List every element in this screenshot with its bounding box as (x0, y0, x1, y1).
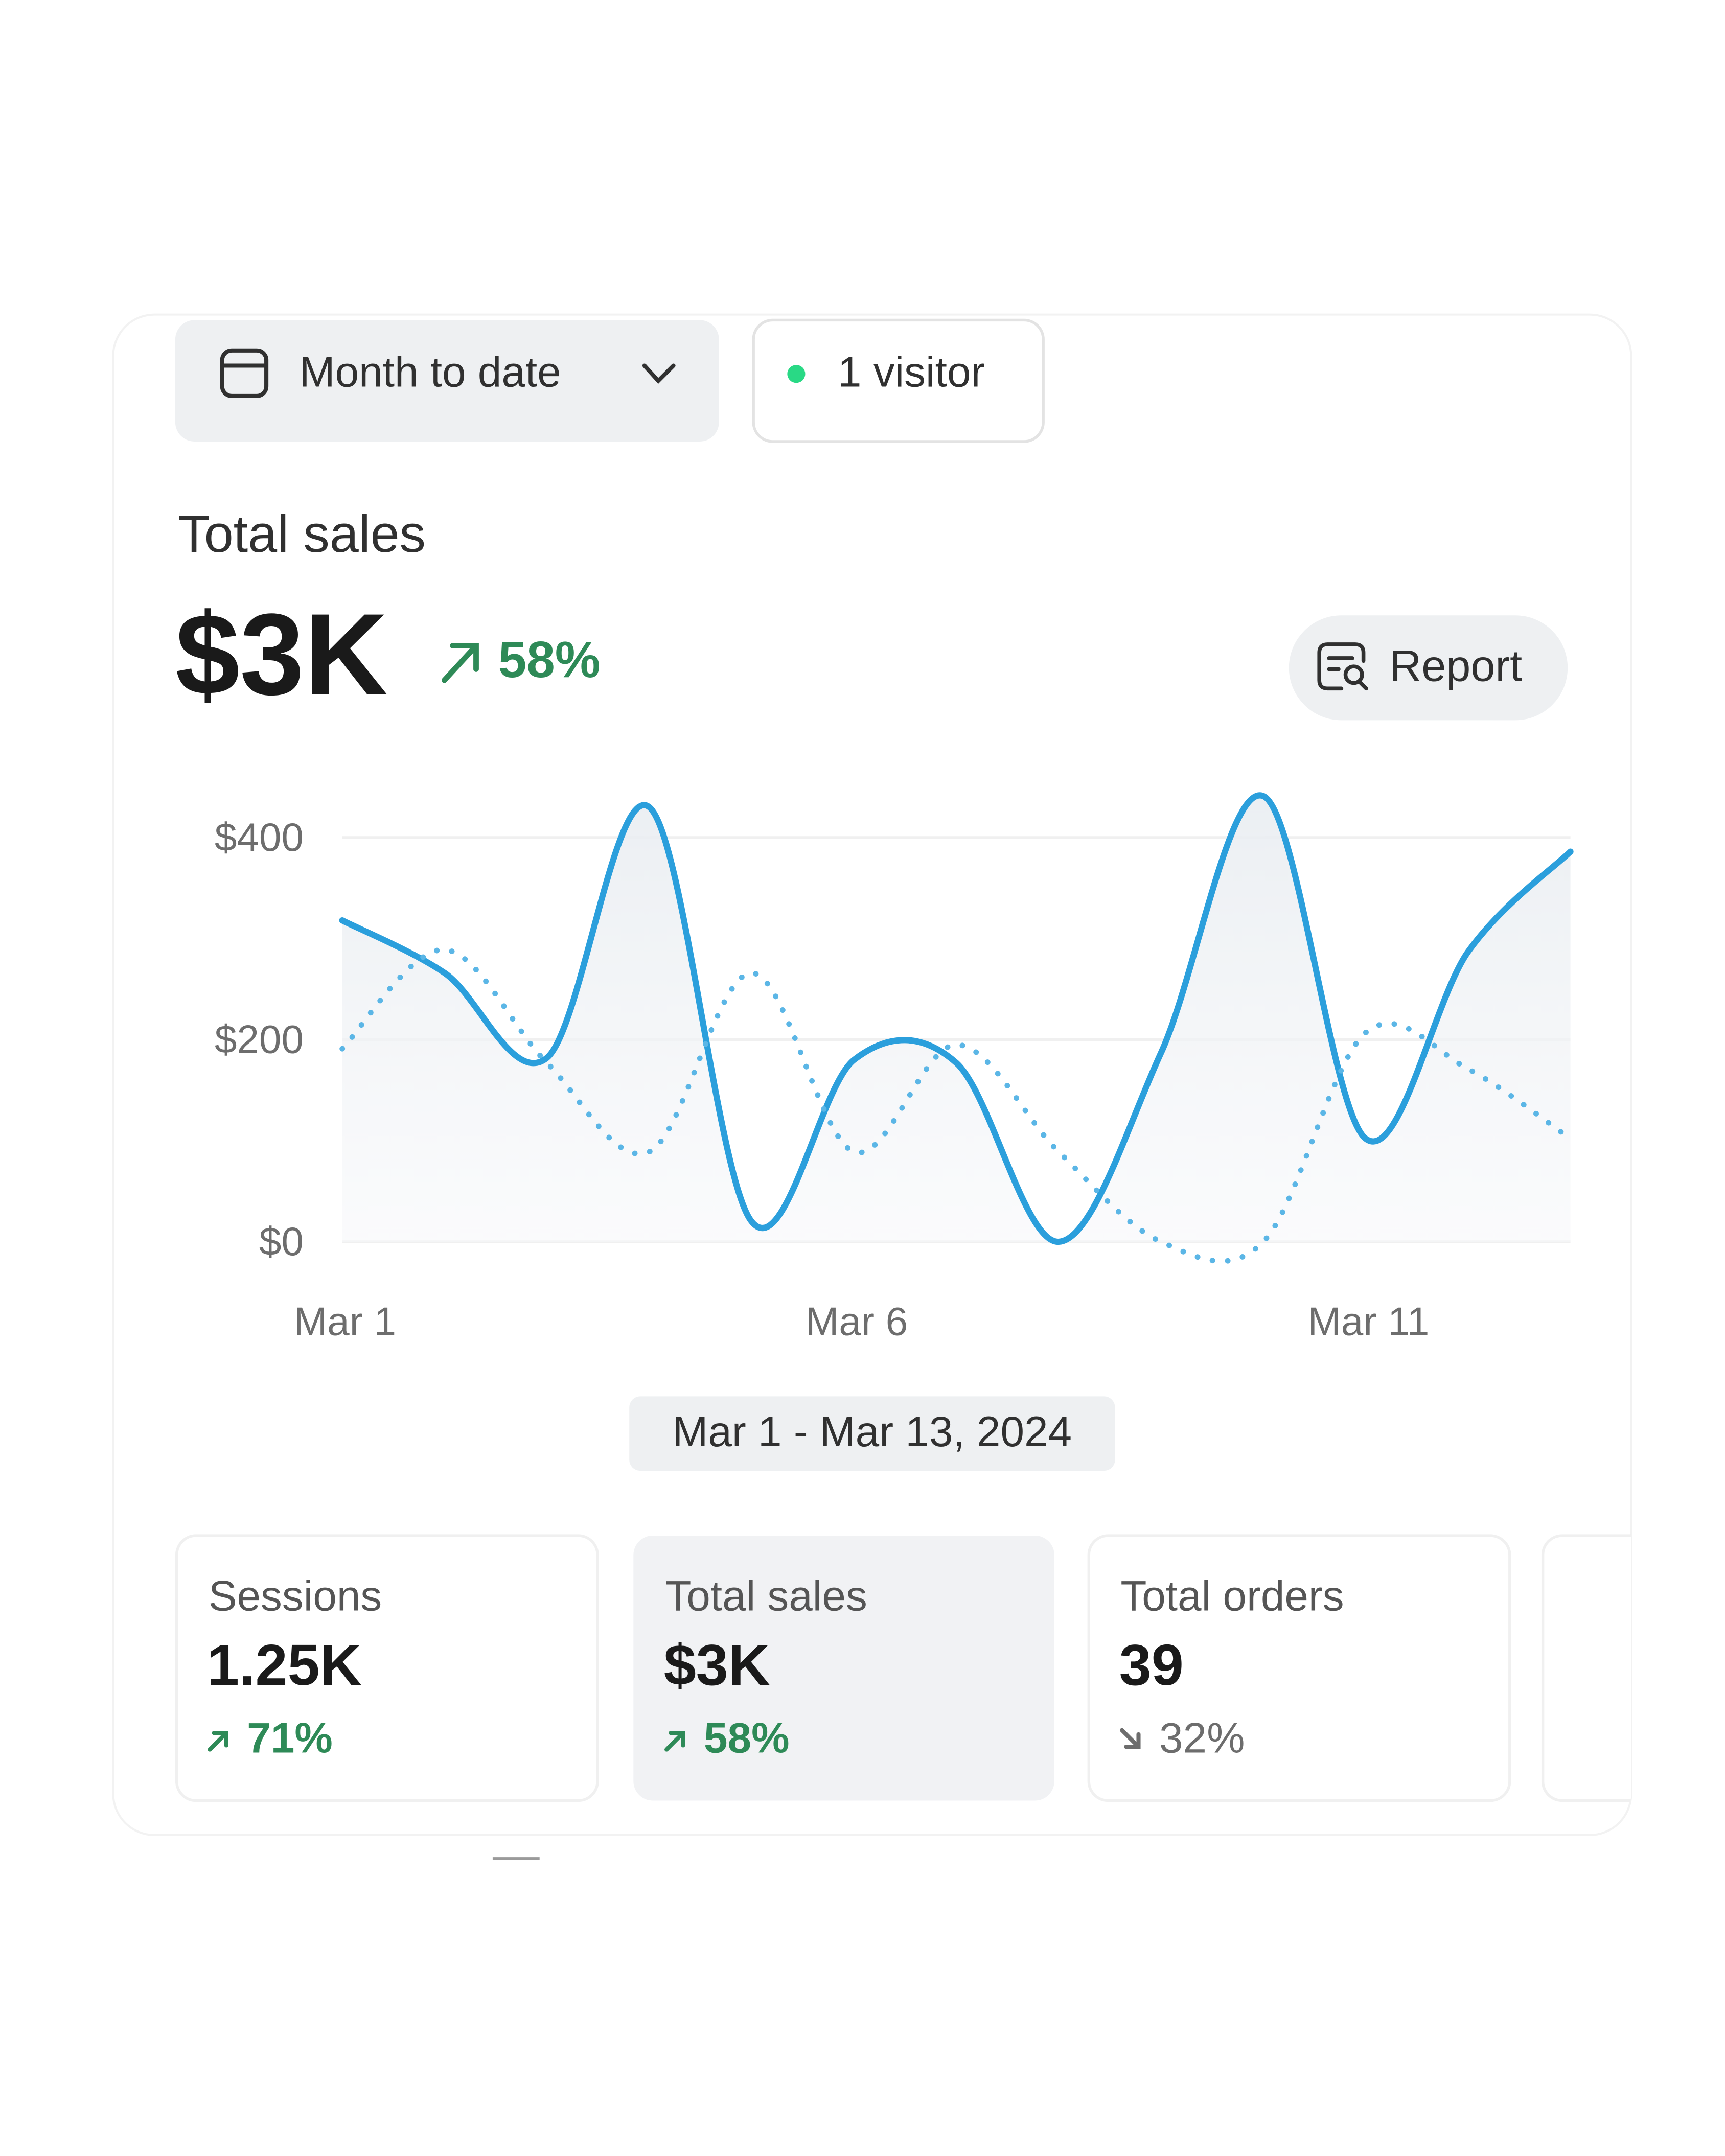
y-tick-label: $400 (215, 815, 304, 860)
date-label: Mar 1 - Mar 13, 2024 (673, 1407, 1072, 1455)
visitor-button[interactable]: 1 visitor (752, 318, 1045, 443)
summary-change: 58% (498, 632, 601, 688)
x-tick-label: Mar 6 (806, 1299, 908, 1344)
card-value: 1.25K (207, 1633, 362, 1698)
visitor-label: 1 visitor (838, 348, 985, 396)
down-arrow (1120, 1728, 1141, 1749)
card-title: Total sales (665, 1571, 867, 1619)
calendar-icon (220, 348, 269, 398)
card-title: Sessions (209, 1571, 382, 1619)
area (342, 795, 1571, 1242)
card-change: 71% (247, 1713, 333, 1761)
live-dot (787, 365, 806, 383)
up-arrow (208, 1731, 228, 1752)
card-bg (633, 1536, 1054, 1801)
card-bg (1087, 1534, 1511, 1802)
sales-line (339, 792, 1574, 1245)
chevron (642, 363, 676, 384)
comparison-line (339, 947, 1573, 1264)
card-bg (175, 1534, 599, 1802)
up-arrow (664, 1731, 685, 1752)
metric-card[interactable]: Total sales $3K 58% (633, 1536, 1054, 1801)
card-change: 32% (1159, 1713, 1245, 1761)
sales-chart: $0 $200 $400 Mar 1 Mar 6 Mar 11 (215, 792, 1574, 1344)
visitor-bg (752, 318, 1045, 443)
metric-card[interactable]: Total orders 39 32% (1087, 1534, 1511, 1802)
card-value: 39 (1119, 1633, 1184, 1698)
y-tick-label: $0 (259, 1219, 304, 1264)
summary-title: Total sales (178, 504, 426, 563)
card-change: 58% (704, 1713, 790, 1761)
dropdown-bg (175, 320, 719, 442)
report-label: Report (1390, 641, 1522, 690)
report-bg (1289, 615, 1568, 721)
up-arrow (442, 643, 479, 683)
summary-value: $3K (175, 590, 388, 720)
date-dropdown[interactable]: Month to date (175, 320, 719, 442)
card-title: Total orders (1120, 1571, 1344, 1619)
x-tick-label: Mar 11 (1308, 1299, 1430, 1344)
date-pill (629, 1396, 1115, 1471)
report-button[interactable]: Report (1289, 615, 1568, 721)
metric-card[interactable] (1541, 1534, 1725, 1802)
x-tick-label: Mar 1 (294, 1299, 396, 1344)
report-icon (1317, 642, 1368, 691)
metric-cards: Sessions 1.25K 71% Total sales $3K 58% Total o… (175, 1534, 1725, 1802)
y-tick-label: $200 (215, 1017, 304, 1062)
card-value: $3K (664, 1633, 770, 1698)
metric-card[interactable]: Sessions 1.25K 71% (175, 1534, 599, 1802)
dropdown-label: Month to date (300, 348, 561, 396)
